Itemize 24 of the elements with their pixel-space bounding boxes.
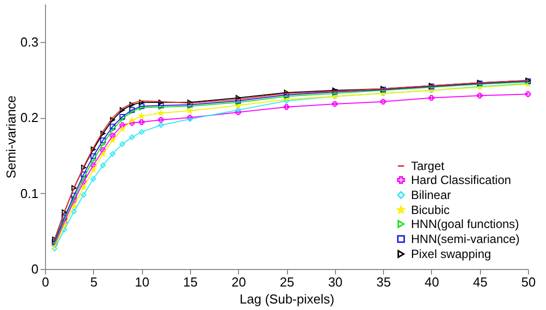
- legend-label: Target: [411, 159, 446, 173]
- x-axis-title: Lag (Sub-pixels): [240, 292, 334, 306]
- x-tick-label: 30: [328, 274, 343, 290]
- y-tick-label: 0.2: [20, 110, 38, 126]
- legend-label: Bicubic: [411, 203, 450, 217]
- y-tick-label: 0.1: [20, 186, 38, 201]
- x-tick-label: 35: [376, 274, 391, 290]
- x-tick-label: 50: [521, 274, 536, 290]
- x-tick-label: 15: [183, 274, 198, 290]
- y-tick-label: 0.3: [20, 34, 38, 50]
- x-tick-label: 25: [280, 274, 294, 290]
- x-tick-label: 20: [231, 274, 246, 290]
- x-tick-label: 40: [424, 274, 440, 290]
- x-tick-label: 45: [472, 274, 488, 290]
- legend-label: HNN(goal functions): [411, 217, 520, 231]
- legend-label: HNN(semi-variance): [411, 232, 520, 246]
- y-axis-title: Semi-variance: [3, 95, 18, 179]
- x-tick-label: 0: [42, 274, 50, 290]
- x-tick-label: 10: [134, 274, 150, 290]
- y-tick-label: 0: [31, 262, 38, 276]
- x-tick-label: 5: [90, 274, 98, 290]
- legend-label: Hard Classification: [411, 173, 512, 187]
- legend-label: Pixel swapping: [411, 247, 492, 261]
- legend-label: Bilinear: [411, 188, 452, 202]
